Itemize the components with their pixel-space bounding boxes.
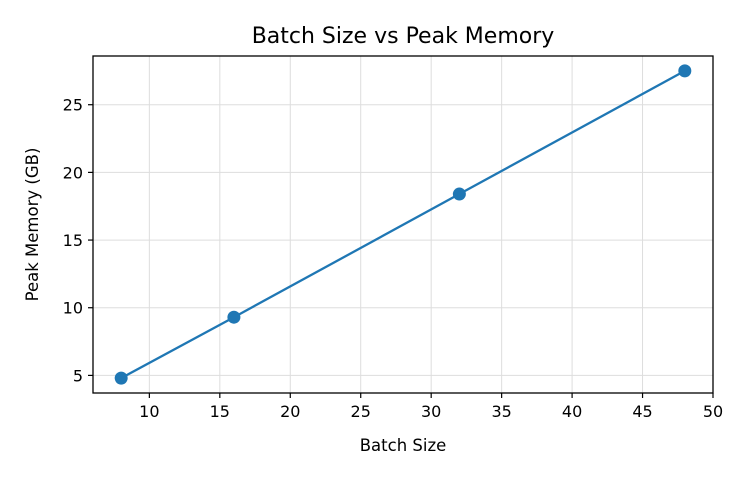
y-tick-label: 5 [73,366,83,385]
series-layer [114,64,692,385]
x-tick-label: 25 [351,402,371,421]
x-tick-label: 50 [703,402,723,421]
x-tick-label: 35 [491,402,511,421]
x-tick-label: 10 [139,402,159,421]
plot-frame [92,55,714,394]
x-axis-ticks: 10 15 20 25 30 35 40 45 50 [139,393,723,421]
y-tick-label: 15 [63,231,83,250]
y-tick-label: 25 [63,96,83,115]
data-point [227,310,241,324]
x-tick-label: 45 [632,402,652,421]
chart-title: Batch Size vs Peak Memory [252,24,555,49]
y-tick-label: 20 [63,163,83,182]
y-axis-ticks: 5 10 15 20 25 [63,96,93,385]
series-line [120,69,686,380]
y-tick-label: 10 [63,299,83,318]
x-tick-label: 20 [280,402,300,421]
x-tick-label: 40 [562,402,582,421]
data-point [452,187,466,201]
x-tick-label: 30 [421,402,441,421]
y-axis-label: Peak Memory (GB) [23,148,42,302]
grid [93,56,714,393]
x-axis-label: Batch Size [360,436,447,455]
x-tick-label: 15 [210,402,230,421]
data-point [114,371,128,385]
data-point [678,64,692,78]
